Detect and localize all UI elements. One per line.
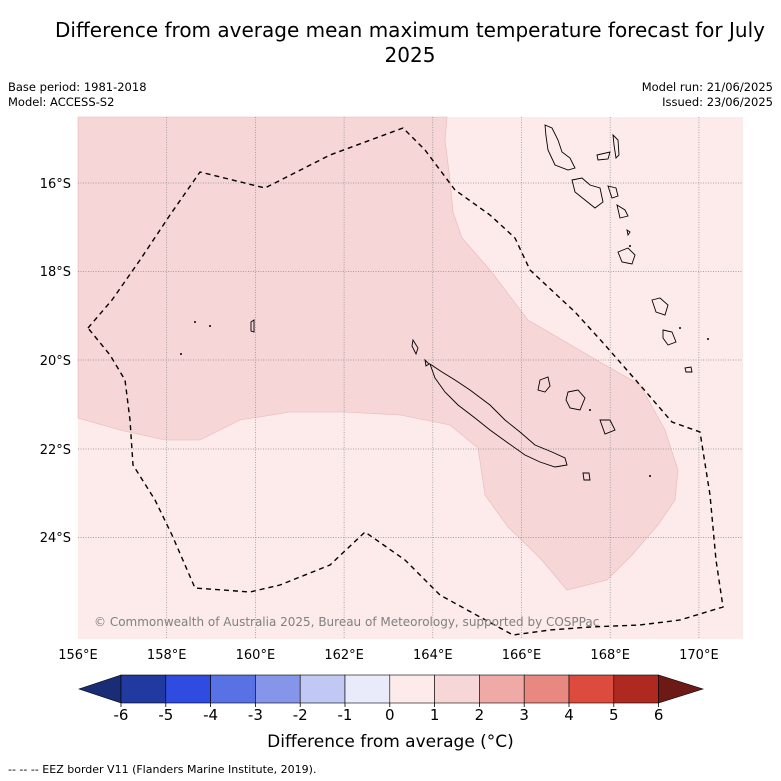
eastern-islands (651, 297, 669, 316)
issued-text: Issued: 23/06/2025 (662, 95, 773, 109)
lon-tick-label: 158°E (147, 648, 187, 663)
copyright-text: © Commonwealth of Australia 2025, Bureau… (94, 615, 599, 629)
colorbar-segment (568, 674, 615, 704)
colorbar-tick-label: -6 (114, 706, 129, 724)
lon-tick-label: 164°E (413, 648, 453, 663)
lat-tick-label: 24°S (40, 531, 71, 546)
small-islets (180, 245, 709, 477)
base-period-text: Base period: 1981-2018 (8, 80, 147, 94)
lon-tick-label: 168°E (590, 648, 630, 663)
lon-tick-labels: 156°E 158°E 160°E 162°E 164°E 166°E 168°… (58, 648, 718, 663)
lon-tick-label: 170°E (679, 648, 719, 663)
lon-tick-label: 162°E (324, 648, 364, 663)
eez-border (87, 127, 724, 636)
colorbar-over-arrow (658, 674, 704, 704)
meta-right: Model run: 21/06/2025 Issued: 23/06/2025 (642, 80, 773, 110)
colorbar-segment (299, 674, 346, 704)
colorbar-segment (389, 674, 435, 704)
model-text: Model: ACCESS-S2 (8, 95, 115, 109)
colorbar-segment (165, 674, 211, 704)
colorbar-tick-label: -3 (248, 706, 263, 724)
lat-tick-label: 22°S (40, 443, 71, 458)
meta-left: Base period: 1981-2018 Model: ACCESS-S2 (8, 80, 147, 110)
colorbar: -6 -5 -4 -3 -2 -1 0 1 2 3 4 5 6 (78, 674, 704, 724)
colorbar-tick-label: 2 (475, 706, 485, 724)
vanuatu-islands (544, 124, 576, 171)
colorbar-tick-label: 0 (385, 706, 395, 724)
colorbar-segment (479, 674, 525, 704)
colorbar-tick-label: -1 (338, 706, 353, 724)
colorbar-tick-label: 6 (654, 706, 664, 724)
colorbar-segment (613, 674, 659, 704)
colorbar-segment (255, 674, 301, 704)
colorbar-segment (344, 674, 391, 704)
colorbar-tick-label: 4 (564, 706, 574, 724)
eez-footnote: -- -- -- EEZ border V11 (Flanders Marine… (8, 763, 317, 776)
colorbar-tick-label: -4 (203, 706, 218, 724)
colorbar-segment (120, 674, 167, 704)
colorbar-segment (434, 674, 480, 704)
colorbar-label: Difference from average (°C) (267, 732, 514, 752)
coastlines (250, 124, 693, 481)
colorbar-tick-label: -5 (158, 706, 173, 724)
graticule (78, 117, 743, 639)
lat-tick-label: 18°S (40, 265, 71, 280)
colorbar-tick-label: 1 (430, 706, 440, 724)
model-run-text: Model run: 21/06/2025 (641, 80, 773, 94)
lat-tick-label: 16°S (40, 177, 71, 192)
colorbar-tick-label: 3 (519, 706, 529, 724)
new-caledonia-island (429, 362, 568, 468)
colorbar-segment (523, 674, 570, 704)
lat-tick-labels: 16°S 18°S 20°S 22°S 24°S (40, 177, 71, 546)
lat-tick-label: 20°S (40, 354, 71, 369)
lon-tick-label: 156°E (58, 648, 98, 663)
colorbar-tick-label: 5 (609, 706, 619, 724)
map-title: Difference from average mean maximum tem… (55, 18, 765, 67)
colorbar-tick-label: -2 (293, 706, 308, 724)
lon-tick-label: 160°E (236, 648, 276, 663)
anomaly-region-1-2 (77, 116, 679, 591)
loyalty-islands (537, 376, 551, 393)
colorbar-under-arrow (78, 674, 122, 704)
lon-tick-label: 166°E (502, 648, 542, 663)
colorbar-segment (210, 674, 256, 704)
